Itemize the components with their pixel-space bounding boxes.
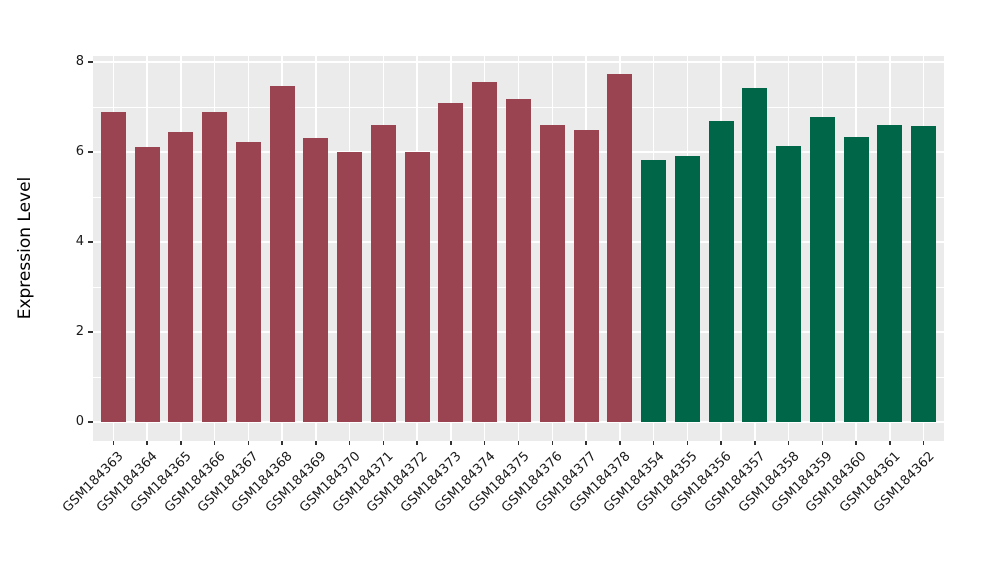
bar-GSM184372 [404,151,430,422]
major-gridline [93,61,944,63]
bar-GSM184367 [235,142,261,422]
bar-GSM184374 [472,82,498,422]
x-tick-mark [416,441,418,445]
bar-GSM184368 [269,85,295,422]
x-tick-mark [652,441,655,445]
y-axis-title: Expression Level [15,176,35,320]
bar-GSM184360 [843,137,869,422]
x-tick-mark [450,441,452,445]
bar-GSM184361 [877,125,903,422]
plot-panel [93,56,944,441]
x-tick-mark [483,441,486,445]
y-tick-mark [88,241,93,243]
y-tick-label: 2 [75,324,84,339]
x-tick-mark [348,441,351,445]
x-tick-mark [146,441,148,445]
x-tick-mark [315,441,317,445]
bar-GSM184375 [506,99,531,422]
x-tick-mark [720,441,722,445]
y-tick-label: 0 [75,414,84,429]
bar-GSM184362 [911,125,937,422]
bar-GSM184358 [776,146,802,422]
x-tick-mark [551,441,554,445]
bar-GSM184371 [370,125,396,422]
y-tick-label: 4 [75,234,84,249]
bar-GSM184357 [742,87,768,422]
bar-GSM184376 [539,125,565,422]
major-gridline [93,421,944,423]
x-tick-mark [281,441,283,445]
bar-GSM184370 [337,151,363,422]
bar-GSM184369 [303,138,329,422]
x-tick-mark [180,441,182,445]
bar-GSM184364 [134,147,160,422]
y-tick-mark [88,331,93,333]
x-tick-mark [382,441,385,445]
y-tick-mark [88,421,93,423]
bar-GSM184363 [100,111,126,422]
bar-GSM184366 [202,111,228,422]
x-tick-mark [922,441,925,445]
bar-GSM184365 [168,132,194,422]
x-tick-mark [585,441,587,445]
x-tick-mark [889,441,891,445]
y-tick-mark [88,61,93,63]
x-tick-mark [619,441,621,445]
bar-GSM184354 [641,160,667,422]
bar-GSM184356 [708,120,734,422]
y-tick-label: 8 [75,54,84,69]
x-tick-mark [754,441,756,445]
y-tick-label: 6 [75,144,84,159]
y-tick-mark [88,151,93,153]
x-tick-mark [821,441,824,445]
bar-GSM184378 [607,74,633,422]
x-tick-mark [517,441,520,445]
bar-GSM184377 [573,129,599,422]
x-tick-mark [686,441,689,445]
x-tick-mark [112,441,114,445]
bar-GSM184359 [809,116,835,422]
x-tick-mark [247,441,250,445]
bar-GSM184355 [674,156,700,422]
bar-GSM184373 [438,103,464,422]
x-tick-mark [213,441,216,445]
x-tick-mark [787,441,790,445]
x-tick-mark [855,441,857,445]
